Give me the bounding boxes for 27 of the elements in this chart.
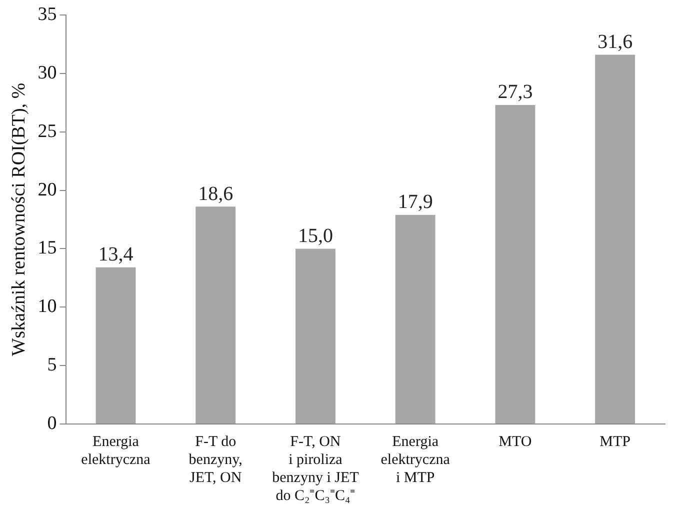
bar [595, 54, 636, 424]
y-tick-label: 25 [38, 120, 57, 142]
data-label: 18,6 [198, 182, 234, 205]
data-label: 13,4 [98, 244, 134, 266]
data-label: 17,9 [398, 191, 433, 214]
y-tick-label: 30 [38, 62, 57, 84]
x-tick-label: MTP [600, 434, 630, 450]
y-tick-label: 20 [38, 179, 57, 200]
y-tick-label: 10 [38, 296, 57, 318]
y-tick-label: 15 [38, 238, 57, 259]
y-tick-label: 35 [38, 4, 57, 25]
data-label: 15,0 [298, 224, 333, 247]
bar [495, 104, 536, 424]
data-label: 31,6 [598, 30, 633, 53]
bar [196, 206, 236, 424]
x-tick-label: Energia elektryczna [81, 434, 151, 468]
x-tick-label: F-T do benzyny, JET, ON [188, 434, 242, 486]
y-axis-title: Wskaźnik rentowności ROI(BT), % [8, 82, 30, 356]
y-tick-label: 5 [47, 354, 57, 376]
x-tick-label: MTO [498, 434, 532, 450]
x-tick-label: F-T, ON i piroliza benzyny i JET do C₂⁼C₃⁼C₄⁼ [272, 434, 359, 504]
bar [295, 248, 336, 424]
data-label: 27,3 [498, 81, 533, 104]
bar [395, 214, 436, 424]
y-tick-label: 0 [47, 412, 57, 434]
x-tick-label: Energia elektryczna i MTP [380, 434, 450, 486]
bar [96, 267, 136, 424]
